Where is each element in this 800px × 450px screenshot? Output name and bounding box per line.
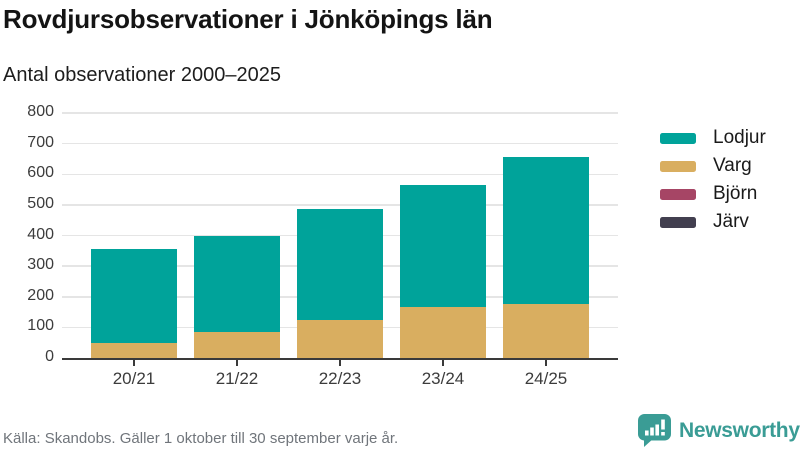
grid-line: [62, 112, 618, 114]
legend-swatch: [660, 216, 696, 228]
x-axis: 20/21 21/22 22/23 23/24 24/25: [62, 360, 618, 389]
x-axis-tick: [339, 360, 341, 366]
x-axis-tick: [545, 360, 547, 366]
page-title: Rovdjursobservationer i Jönköpings län: [3, 4, 493, 34]
x-axis-category: 21/22: [194, 360, 280, 389]
bar-21-22: [194, 113, 280, 358]
grid-line: [62, 173, 618, 175]
brand-name: Newsworthy: [679, 418, 800, 442]
grid-line: [62, 142, 618, 145]
source-note: Källa: Skandobs. Gäller 1 oktober till 3…: [3, 430, 399, 447]
y-axis-tick-label: 200: [27, 286, 54, 304]
x-axis-tick-label: 23/24: [421, 369, 465, 388]
legend-swatch: [660, 160, 696, 172]
bar-segment-varg: [194, 331, 280, 358]
x-axis-tick: [133, 360, 135, 366]
legend-label: Varg: [713, 155, 752, 176]
x-axis-tick-label: 22/23: [318, 369, 362, 388]
bar-20-21: [91, 113, 177, 358]
legend-label: Björn: [713, 183, 758, 204]
x-axis-category: 23/24: [400, 360, 486, 389]
legend-item-lodjur: Lodjur: [660, 124, 766, 152]
legend-label: Lodjur: [713, 127, 766, 148]
x-axis-category: 20/21: [91, 360, 177, 389]
y-axis-tick-label: 400: [27, 225, 54, 243]
bar-segment-lodjur: [91, 249, 177, 343]
bar-segment-varg: [91, 342, 177, 358]
x-axis-tick-label: 24/25: [524, 369, 568, 388]
x-axis-tick-label: 20/21: [112, 369, 156, 388]
bar-segment-varg: [400, 307, 486, 358]
bar-segment-varg: [297, 319, 383, 358]
y-axis-tick-label: 700: [27, 133, 54, 151]
bar-segment-varg: [503, 304, 589, 358]
x-axis-category: 22/23: [297, 360, 383, 389]
legend-item-varg: Varg: [660, 152, 766, 180]
legend: Lodjur Varg Björn Järv: [660, 124, 766, 236]
legend-item-björn: Björn: [660, 180, 766, 208]
bar-segment-lodjur: [503, 157, 589, 305]
y-axis: 0 100 200 300 400 500 600 700 800: [0, 103, 54, 365]
y-axis-tick-label: 0: [45, 348, 54, 365]
legend-swatch: [660, 188, 696, 200]
legend-swatch: [660, 132, 696, 144]
plot-area: [62, 112, 618, 360]
y-axis-tick-label: 600: [27, 164, 54, 182]
x-axis-tick-label: 21/22: [215, 369, 259, 388]
legend-label: Järv: [713, 211, 749, 232]
bars-row: [62, 113, 618, 358]
x-axis-tick: [236, 360, 238, 366]
y-axis-tick-label: 800: [27, 103, 54, 120]
bar-segment-lodjur: [194, 235, 280, 332]
bar-segment-lodjur: [400, 184, 486, 308]
y-axis-tick-label: 100: [27, 317, 54, 335]
chart-subtitle: Antal observationer 2000–2025: [3, 64, 281, 86]
grid-line: [62, 204, 618, 206]
y-axis-tick-label: 500: [27, 194, 54, 212]
bar-segment-lodjur: [297, 209, 383, 320]
y-axis-tick-label: 300: [27, 256, 54, 274]
bar-22-23: [297, 113, 383, 358]
legend-item-järv: Järv: [660, 208, 766, 236]
bar-chart-speech-bubble-icon: [638, 414, 671, 447]
x-axis-category: 24/25: [503, 360, 589, 389]
brand-logo[interactable]: Newsworthy: [637, 414, 800, 447]
bar-24-25: [503, 113, 589, 358]
x-axis-tick: [442, 360, 444, 366]
bar-23-24: [400, 113, 486, 358]
